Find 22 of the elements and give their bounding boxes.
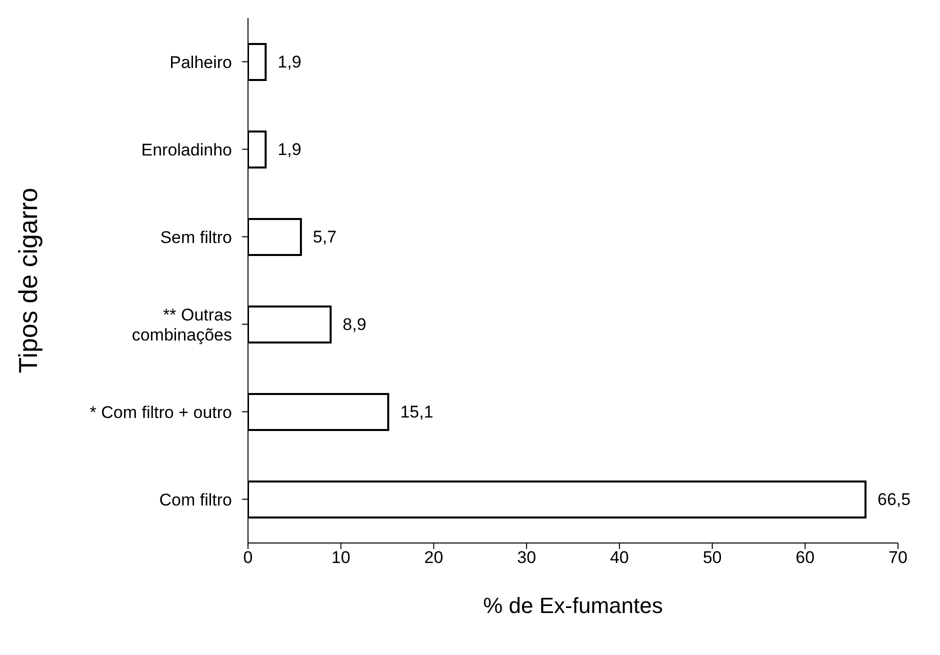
data-label: 1,9 [278, 140, 302, 159]
y-tick-label: ** Outras combinações [132, 304, 232, 344]
y-tick-label: Sem filtro [160, 227, 232, 246]
x-tick-label: 50 [702, 548, 722, 568]
x-tick-label: 10 [331, 548, 350, 568]
x-tick-label: 0 [243, 548, 253, 568]
y-tick-label: Enroladinho [141, 140, 232, 159]
x-tick-label: 40 [610, 548, 629, 568]
x-tick-label: 70 [888, 548, 908, 568]
y-tick-label: Com filtro [159, 490, 232, 509]
x-tick-label: 20 [424, 548, 444, 568]
y-axis-title: Tipos de cigarro [13, 188, 44, 374]
data-label: 5,7 [312, 228, 337, 246]
data-label: 1,9 [278, 52, 302, 72]
x-tick-label: 60 [796, 548, 815, 568]
data-label: 8,9 [342, 315, 366, 334]
y-tick-label: Palheiro [170, 52, 232, 72]
data-label: 15,1 [400, 402, 434, 422]
x-axis-title: % de Ex-fumantes [483, 593, 663, 618]
y-tick-label: * Com filtro + outro [90, 402, 232, 422]
data-label: 66,5 [878, 490, 911, 509]
x-tick-label: 30 [517, 548, 536, 568]
